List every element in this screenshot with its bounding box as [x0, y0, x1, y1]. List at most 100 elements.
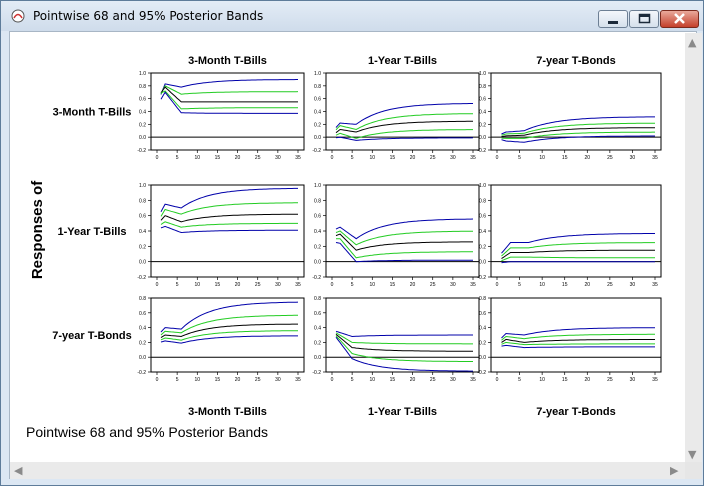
y-tick-label: 0.2	[314, 122, 321, 128]
x-tick-label: 35	[295, 282, 301, 288]
y-tick-label: 0.0	[139, 260, 146, 266]
series-line-lower95	[335, 242, 473, 263]
horizontal-scrollbar[interactable]: ◀ ▶	[10, 462, 685, 479]
close-button[interactable]	[660, 10, 699, 28]
series-line-upper95	[160, 79, 298, 95]
series-line-upper68	[501, 242, 655, 257]
x-tick-label: 5	[176, 155, 179, 161]
y-tick-label: 0.6	[479, 97, 486, 103]
x-tick-label: 35	[295, 377, 301, 383]
x-tick-label: 30	[275, 377, 281, 383]
x-tick-label: 30	[450, 282, 456, 288]
series-line-upper68	[501, 333, 655, 341]
x-tick-label: 35	[652, 155, 658, 161]
series-line-median	[160, 213, 298, 223]
x-tick-label: 0	[156, 282, 159, 288]
series-line-upper95	[160, 301, 299, 333]
y-tick-label: -0.2	[477, 148, 486, 154]
x-tick-label: 5	[176, 282, 179, 288]
plot-frame	[150, 72, 305, 151]
y-tick-label: 0.6	[314, 311, 321, 317]
x-tick-label: 5	[518, 155, 521, 161]
y-tick-label: -0.2	[312, 275, 321, 281]
series-line-lower68	[160, 330, 298, 341]
series-line-upper95	[501, 327, 655, 339]
series-line-upper68	[335, 332, 473, 345]
x-tick-label: 30	[630, 377, 636, 383]
y-tick-label: -0.2	[137, 148, 146, 154]
y-tick-label: -0.2	[137, 370, 146, 376]
y-tick-label: 0.6	[139, 214, 146, 220]
y-tick-label: 0.2	[479, 122, 486, 128]
series-line-median	[501, 127, 655, 137]
minimize-icon	[608, 21, 618, 24]
row-label: 1-Year T-Bills	[57, 226, 126, 238]
x-tick-label: 5	[351, 282, 354, 288]
vertical-scrollbar[interactable]: ▲ ▼	[685, 33, 702, 463]
series-line-lower68	[160, 90, 298, 110]
x-tick-label: 15	[562, 377, 568, 383]
y-tick-label: 0.4	[139, 229, 146, 235]
y-tick-label: 0.0	[314, 355, 321, 361]
series-line-median	[501, 249, 655, 260]
x-tick-label: 20	[585, 377, 591, 383]
y-tick-label: 0.8	[479, 296, 486, 302]
x-tick-label: 35	[652, 282, 658, 288]
x-tick-label: 30	[275, 282, 281, 288]
x-tick-label: 10	[370, 377, 376, 383]
y-tick-label: 0.0	[314, 260, 321, 266]
series-line-lower95	[501, 344, 655, 349]
x-tick-label: 15	[390, 377, 396, 383]
plot-frame	[150, 297, 305, 373]
y-tick-label: 0.0	[139, 135, 146, 141]
column-title: 3-Month T-Bills	[188, 55, 267, 67]
series-line-upper95	[335, 103, 473, 128]
maximize-icon	[638, 13, 651, 24]
y-tick-label: 0.8	[314, 198, 321, 204]
series-line-upper68	[501, 122, 655, 136]
x-tick-label: 25	[607, 282, 613, 288]
x-tick-label: 20	[410, 282, 416, 288]
x-tick-label: 5	[351, 155, 354, 161]
series-line-lower68	[335, 129, 473, 139]
x-tick-label: 15	[390, 282, 396, 288]
y-tick-label: 1.0	[139, 71, 146, 77]
row-label: 7-year T-Bonds	[52, 330, 131, 342]
scroll-left-icon[interactable]: ◀	[14, 464, 23, 477]
series-line-median	[335, 120, 473, 134]
y-tick-label: 0.6	[139, 97, 146, 103]
y-tick-label: 0.0	[479, 355, 486, 361]
bottom-axis-label: 1-Year T-Bills	[368, 406, 437, 418]
x-tick-label: 20	[585, 155, 591, 161]
scroll-down-icon[interactable]: ▼	[688, 448, 697, 461]
y-tick-label: -0.2	[312, 148, 321, 154]
series-line-lower68	[160, 221, 298, 228]
y-tick-label: 0.2	[139, 122, 146, 128]
x-tick-label: 5	[518, 282, 521, 288]
x-tick-label: 10	[370, 155, 376, 161]
minimize-button[interactable]	[598, 10, 628, 28]
scroll-up-icon[interactable]: ▲	[688, 36, 697, 49]
graph-canvas-area	[9, 31, 697, 479]
maximize-button[interactable]	[629, 10, 659, 28]
bottom-axis-label: 7-year T-Bonds	[536, 406, 615, 418]
x-tick-label: 10	[539, 155, 545, 161]
y-tick-label: 1.0	[314, 71, 321, 77]
title-bar[interactable]: Pointwise 68 and 95% Posterior Bands	[1, 1, 703, 31]
series-line-lower95	[335, 136, 474, 141]
x-tick-label: 0	[331, 282, 334, 288]
app-logo-icon	[11, 9, 25, 23]
row-label: 3-Month T-Bills	[53, 107, 132, 119]
scroll-right-icon[interactable]: ▶	[670, 464, 679, 477]
y-tick-label: 0.4	[479, 110, 486, 116]
y-tick-label: 1.0	[479, 71, 486, 77]
x-tick-label: 10	[539, 282, 545, 288]
x-tick-label: 15	[562, 155, 568, 161]
y-tick-label: 0.2	[139, 244, 146, 250]
plot-frame	[490, 297, 662, 373]
x-tick-label: 25	[430, 155, 436, 161]
x-tick-label: 5	[351, 377, 354, 383]
x-tick-label: 15	[215, 155, 221, 161]
y-tick-label: 0.0	[314, 135, 321, 141]
